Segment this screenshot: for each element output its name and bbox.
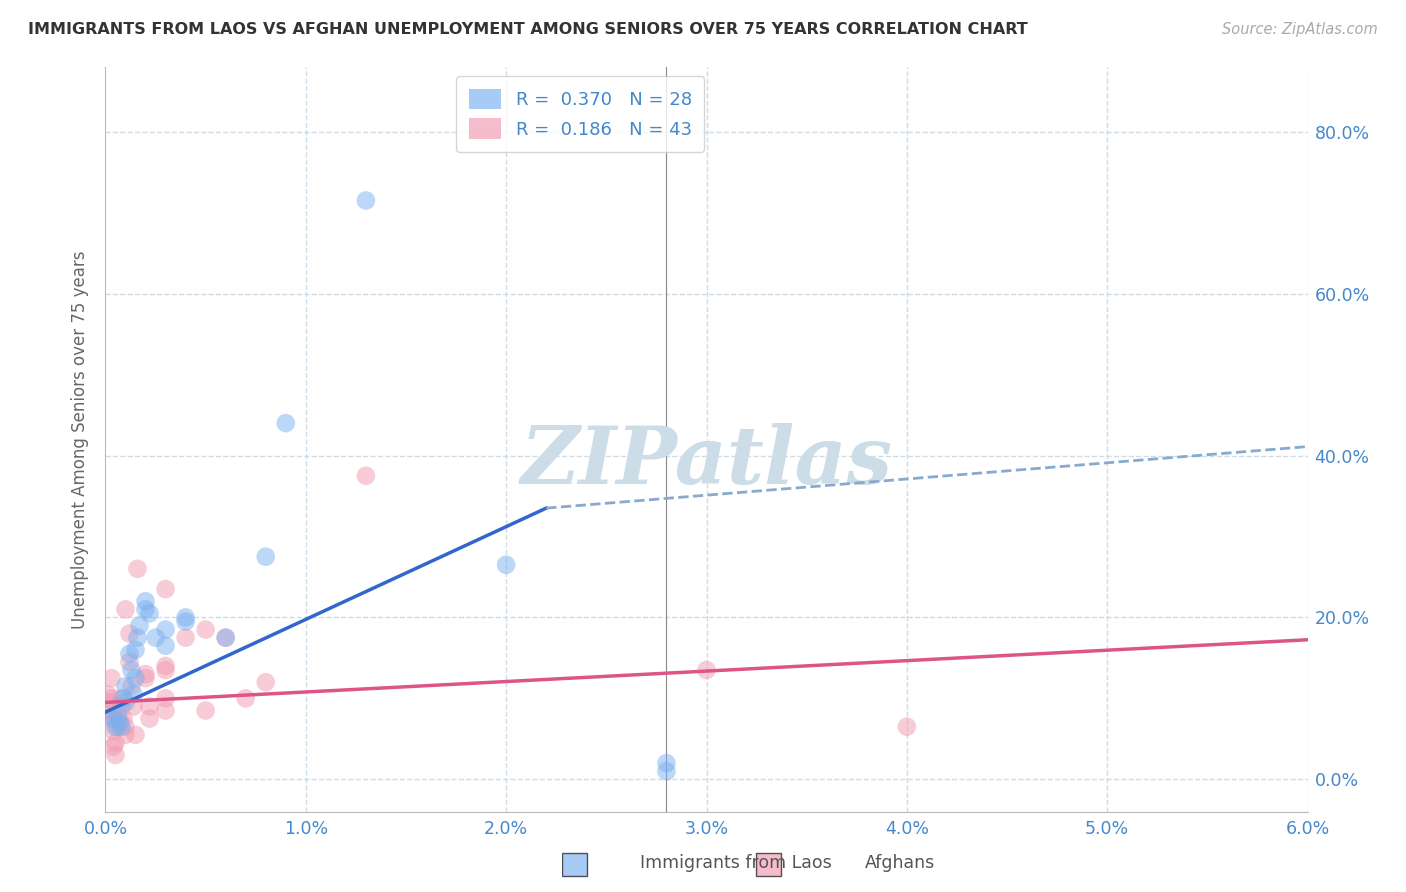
- Point: [155, 582, 177, 596]
- Point: [104, 720, 127, 734]
- Point: [155, 623, 177, 637]
- Point: [127, 631, 149, 645]
- Point: [104, 747, 127, 762]
- Point: [155, 639, 177, 653]
- Text: ZIPatlas: ZIPatlas: [520, 423, 893, 500]
- Point: [118, 647, 141, 661]
- Point: [122, 699, 145, 714]
- Point: [138, 699, 160, 714]
- Point: [114, 679, 136, 693]
- Point: [135, 594, 157, 608]
- Point: [96, 687, 118, 701]
- Point: [114, 695, 136, 709]
- Point: [122, 687, 145, 701]
- Point: [118, 655, 141, 669]
- Point: [354, 468, 377, 483]
- Point: [108, 712, 131, 726]
- Point: [121, 663, 143, 677]
- Point: [103, 712, 125, 726]
- Point: [110, 691, 132, 706]
- FancyBboxPatch shape: [562, 853, 588, 876]
- Point: [155, 663, 177, 677]
- Point: [114, 728, 136, 742]
- Point: [100, 691, 122, 706]
- Point: [103, 739, 125, 754]
- Text: Afghans: Afghans: [865, 855, 935, 872]
- Point: [118, 626, 141, 640]
- Point: [107, 707, 129, 722]
- Point: [127, 562, 149, 576]
- Point: [98, 707, 121, 722]
- Point: [254, 549, 277, 564]
- Point: [696, 663, 718, 677]
- Text: IMMIGRANTS FROM LAOS VS AFGHAN UNEMPLOYMENT AMONG SENIORS OVER 75 YEARS CORRELAT: IMMIGRANTS FROM LAOS VS AFGHAN UNEMPLOYM…: [28, 22, 1028, 37]
- Point: [155, 691, 177, 706]
- Point: [155, 659, 177, 673]
- Text: Immigrants from Laos: Immigrants from Laos: [640, 855, 831, 872]
- Point: [214, 631, 236, 645]
- Point: [108, 715, 131, 730]
- Point: [124, 728, 146, 742]
- Point: [135, 602, 157, 616]
- Point: [235, 691, 257, 706]
- Point: [174, 631, 197, 645]
- Point: [110, 699, 132, 714]
- Point: [128, 618, 150, 632]
- Point: [114, 720, 136, 734]
- Point: [655, 756, 678, 771]
- Point: [194, 704, 217, 718]
- Point: [98, 695, 121, 709]
- Point: [655, 764, 678, 779]
- Point: [103, 723, 125, 738]
- Point: [254, 675, 277, 690]
- Point: [100, 671, 122, 685]
- Point: [121, 679, 143, 693]
- Point: [103, 712, 125, 726]
- Point: [104, 736, 127, 750]
- Point: [194, 623, 217, 637]
- Point: [110, 720, 132, 734]
- Point: [495, 558, 517, 572]
- Point: [155, 704, 177, 718]
- Point: [174, 610, 197, 624]
- Point: [135, 667, 157, 681]
- Y-axis label: Unemployment Among Seniors over 75 years: Unemployment Among Seniors over 75 years: [72, 250, 90, 629]
- Point: [112, 712, 135, 726]
- Point: [135, 671, 157, 685]
- Point: [138, 712, 160, 726]
- Point: [124, 671, 146, 685]
- Point: [107, 720, 129, 734]
- Point: [124, 642, 146, 657]
- Point: [896, 720, 918, 734]
- FancyBboxPatch shape: [756, 853, 780, 876]
- Legend: R =  0.370   N = 28, R =  0.186   N = 43: R = 0.370 N = 28, R = 0.186 N = 43: [456, 76, 704, 152]
- Point: [138, 607, 160, 621]
- Point: [112, 691, 135, 706]
- Point: [214, 631, 236, 645]
- Point: [145, 631, 167, 645]
- Point: [354, 194, 377, 208]
- Text: Source: ZipAtlas.com: Source: ZipAtlas.com: [1222, 22, 1378, 37]
- Point: [274, 416, 297, 430]
- Point: [100, 704, 122, 718]
- Point: [114, 602, 136, 616]
- Point: [174, 615, 197, 629]
